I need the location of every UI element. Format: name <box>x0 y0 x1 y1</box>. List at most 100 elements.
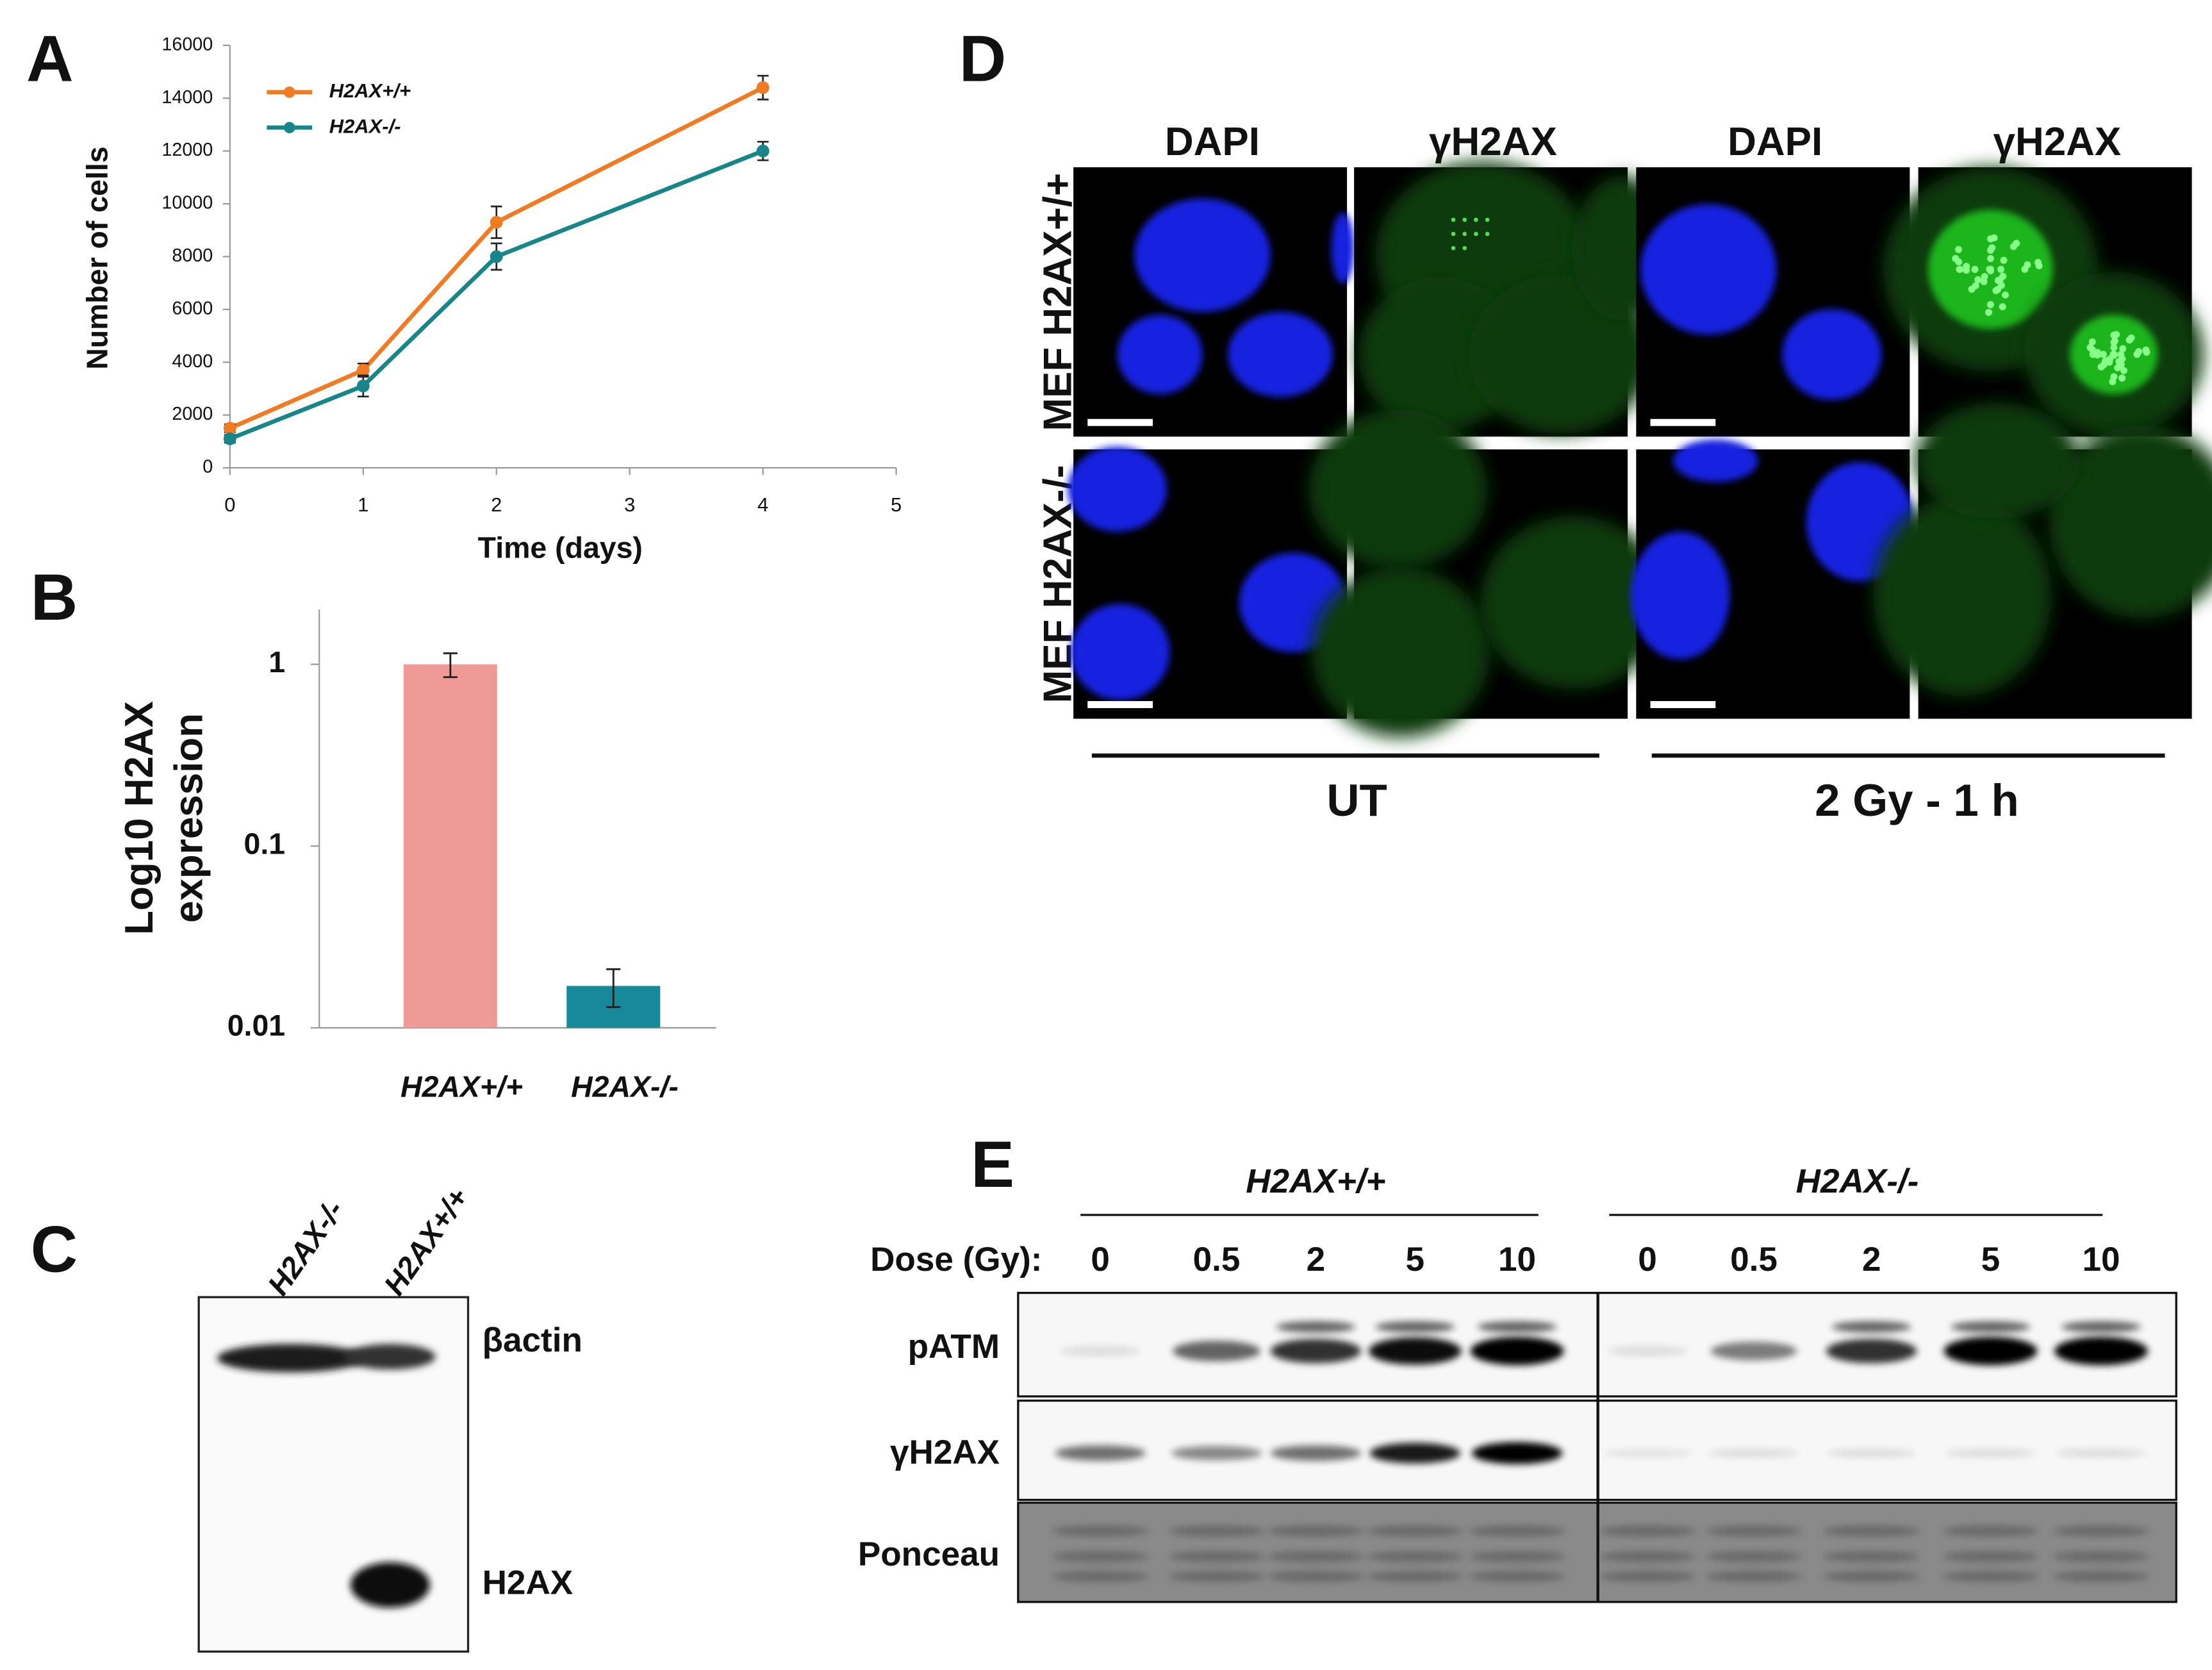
x-tick-label: 0 <box>224 493 235 516</box>
focus <box>1462 245 1467 251</box>
point <box>356 363 370 377</box>
band <box>2052 1551 2150 1562</box>
band <box>2061 1321 2141 1333</box>
point <box>223 432 236 445</box>
micrograph <box>1308 409 1668 738</box>
lane-label: H2AX+/+ <box>377 1182 475 1301</box>
band <box>1951 1321 2031 1333</box>
band <box>345 1344 436 1370</box>
band <box>1367 1551 1464 1562</box>
dose-label: 5 <box>1405 1241 1424 1278</box>
band <box>1823 1551 1920 1562</box>
focus <box>1999 303 2006 311</box>
line <box>229 85 764 431</box>
cytoplasm <box>1311 566 1490 738</box>
y-tick-label: 0 <box>202 457 213 477</box>
x-axis-label: Time (days) <box>478 531 643 565</box>
focus <box>2001 291 2010 299</box>
focus <box>1985 308 1992 317</box>
y-axis-label: expression <box>167 713 211 923</box>
panel-label: D <box>959 22 1006 95</box>
band <box>1276 1321 1356 1333</box>
y-tick-label: 6000 <box>172 298 213 318</box>
point <box>756 81 770 94</box>
band <box>2056 1448 2147 1458</box>
band <box>1708 1448 1799 1458</box>
nucleus <box>1782 309 1882 400</box>
focus <box>1997 281 2005 289</box>
panel-label: B <box>31 561 78 634</box>
y-tick-label: 4000 <box>172 351 213 372</box>
band <box>1367 1571 1464 1582</box>
focus <box>2013 240 2020 247</box>
band <box>1471 1442 1563 1464</box>
row-label: pATM <box>908 1328 1000 1366</box>
dose-title: Dose (Gy): <box>870 1241 1042 1278</box>
band <box>1171 1446 1262 1460</box>
micrograph <box>1354 161 1675 437</box>
column-label: γH2AX <box>1429 120 1557 164</box>
band <box>1607 1346 1688 1357</box>
dose-label: 0 <box>1638 1241 1657 1278</box>
band <box>1945 1448 2036 1458</box>
band <box>1705 1571 1803 1582</box>
band <box>1052 1551 1149 1562</box>
band <box>1599 1551 1696 1562</box>
x-tick-label: 4 <box>757 493 768 516</box>
band <box>1469 1525 1565 1537</box>
bar <box>403 664 497 1028</box>
error-bar <box>443 652 458 679</box>
band <box>1942 1525 2039 1537</box>
y-tick-label: 16000 <box>161 34 213 54</box>
focus <box>1992 286 2000 294</box>
focus <box>1952 254 1960 262</box>
focus <box>1451 231 1456 236</box>
band <box>1942 1571 2039 1582</box>
focus <box>1986 254 1995 263</box>
band <box>2052 1571 2150 1582</box>
band <box>1060 1346 1141 1357</box>
y-tick-label: 0.1 <box>244 827 286 861</box>
micrograph <box>1630 439 1914 719</box>
nucleus <box>1068 446 1168 532</box>
x-tick-label: 3 <box>624 493 635 516</box>
focus <box>2120 367 2127 374</box>
dose-label: 5 <box>1981 1241 2001 1278</box>
band <box>1470 1337 1564 1366</box>
nucleus <box>1331 212 1355 284</box>
band <box>350 1562 430 1608</box>
focus <box>2086 343 2094 351</box>
focus <box>1485 231 1490 236</box>
band <box>217 1344 365 1373</box>
y-tick-label: 8000 <box>172 245 213 266</box>
band <box>1367 1525 1464 1537</box>
column-label: DAPI <box>1728 120 1822 164</box>
focus <box>2000 256 2008 264</box>
row-label: MEF H2AX+/+ <box>1036 173 1080 431</box>
legend-label: H2AX-/- <box>329 115 401 137</box>
nucleus <box>1117 315 1203 394</box>
band <box>1826 1339 1917 1364</box>
focus <box>1968 285 1976 293</box>
point <box>490 250 503 263</box>
band-label: βactin <box>483 1321 582 1359</box>
row-label: γH2AX <box>890 1434 1000 1471</box>
x-tick-label: 5 <box>891 493 902 516</box>
focus <box>2110 338 2118 346</box>
band <box>1168 1551 1265 1562</box>
band <box>1052 1525 1149 1537</box>
cytoplasm <box>1872 495 2052 697</box>
micrograph <box>1872 402 2212 719</box>
focus <box>1986 301 1994 308</box>
lane-label: H2AX-/- <box>261 1194 350 1301</box>
band <box>1710 1341 1797 1360</box>
x-tick-label: H2AX+/+ <box>400 1070 523 1103</box>
y-tick-label: 12000 <box>161 140 213 160</box>
focus <box>2118 374 2126 382</box>
point <box>356 379 370 393</box>
band <box>1267 1525 1364 1537</box>
x-tick-label: 1 <box>358 493 368 516</box>
focus <box>2118 355 2126 363</box>
y-tick-label: 0.01 <box>227 1009 285 1042</box>
panel-label: A <box>26 22 73 95</box>
